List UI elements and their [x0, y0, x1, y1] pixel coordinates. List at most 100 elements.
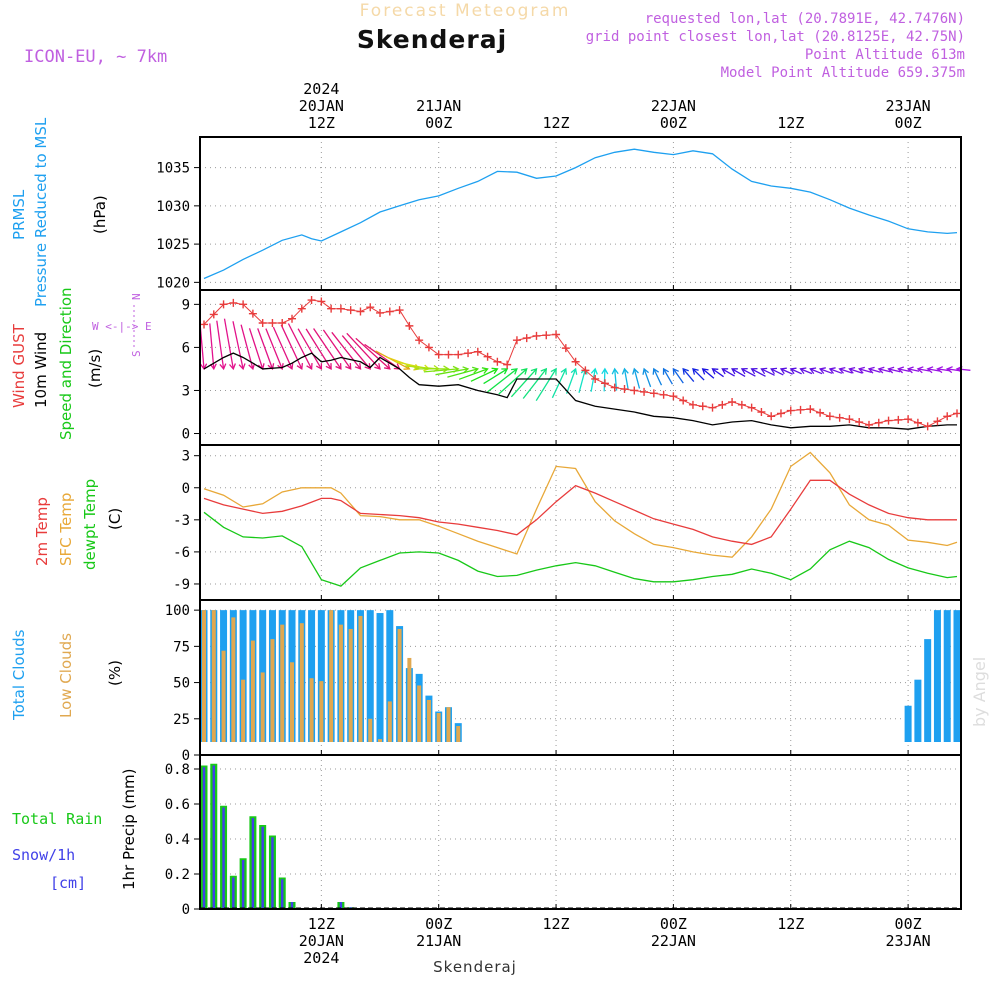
y-tick-label: 0.8 — [165, 762, 190, 778]
gust-marker — [229, 298, 238, 307]
wind-arrow — [701, 368, 715, 379]
gust-marker — [395, 306, 404, 315]
gust-marker — [610, 383, 619, 392]
gust-marker — [933, 417, 942, 426]
model-altitude: Model Point Altitude 659.375m — [721, 65, 965, 81]
low-cloud-bar — [299, 623, 304, 742]
time-label-bottom: 12Z — [308, 915, 335, 933]
low-cloud-bar — [387, 701, 392, 742]
low-cloud-bar — [241, 679, 246, 742]
model-name: ICON-EU, ~ 7km — [24, 47, 167, 67]
gust-marker — [640, 387, 649, 396]
y-tick-label: 9 — [182, 297, 190, 313]
wind-arrow — [662, 367, 673, 385]
gust-marker — [855, 418, 864, 427]
time-label-top: 21JAN — [416, 97, 461, 115]
gust-marker — [767, 412, 776, 421]
precip-label-snow: Snow/1h — [12, 846, 75, 864]
snow-bar — [261, 826, 264, 909]
y-tick-label: -6 — [173, 545, 190, 561]
gust-marker — [816, 408, 825, 417]
temp-label-dewpt: dewpt Temp — [81, 479, 99, 570]
gust-marker — [747, 403, 756, 412]
total-cloud-bar — [376, 613, 384, 742]
wind-arrow — [535, 367, 557, 402]
footer-location: Skenderaj — [433, 958, 517, 976]
wind-units: (m/s) — [86, 349, 104, 388]
panel-frame — [199, 289, 962, 446]
low-cloud-bar — [290, 662, 295, 742]
wind-arrow — [906, 366, 920, 374]
gust-marker — [561, 344, 570, 353]
total-cloud-bar — [943, 610, 951, 742]
gust-marker — [327, 304, 336, 313]
low-cloud-bar — [348, 628, 353, 742]
time-label-top: 00Z — [895, 114, 922, 132]
wind-arrow — [682, 367, 695, 383]
wind-arrow — [750, 367, 766, 377]
gust-marker — [874, 418, 883, 427]
gust-marker — [552, 330, 561, 339]
gust-marker — [600, 379, 609, 388]
gust-marker — [649, 389, 658, 398]
gust-marker — [356, 307, 365, 316]
gust-marker — [434, 350, 443, 359]
total-cloud-bar — [904, 705, 912, 742]
wind-arrow — [470, 367, 499, 382]
gust-marker — [532, 331, 541, 340]
y-tick-label: 1025 — [156, 237, 190, 253]
time-label-bottom: 23JAN — [886, 932, 931, 950]
gust-marker — [708, 403, 717, 412]
gust-marker — [376, 308, 385, 317]
y-tick-label: 1035 — [156, 161, 190, 177]
low-cloud-bar — [329, 610, 334, 742]
wind-arrow — [486, 368, 518, 393]
gust-marker — [473, 347, 482, 356]
gust-marker — [835, 413, 844, 422]
wind-10m-line — [203, 352, 957, 430]
y-tick-label: -9 — [173, 577, 190, 593]
total-cloud-bar — [924, 639, 932, 742]
y-tick-label: 25 — [173, 712, 190, 728]
gust-marker — [200, 320, 208, 329]
low-cloud-bar — [309, 678, 314, 742]
y-tick-label: 0 — [182, 902, 190, 918]
gust-marker — [757, 407, 766, 416]
gust-marker — [571, 357, 580, 366]
wind-arrow — [779, 367, 793, 375]
pressure-line — [203, 148, 958, 280]
snow-bar — [202, 767, 206, 909]
wind-arrow — [711, 368, 724, 378]
y-tick-label: 0.4 — [165, 832, 190, 848]
cloud-label-total: Total Clouds — [10, 629, 28, 721]
gust-marker — [424, 343, 433, 352]
gust-marker — [630, 386, 639, 395]
snow-bar — [222, 807, 225, 909]
gust-marker — [659, 390, 668, 399]
gust-marker — [776, 409, 785, 418]
total-cloud-bar — [914, 679, 922, 742]
gust-marker — [268, 319, 277, 328]
gust-marker — [493, 357, 502, 366]
wind-label-gust: Wind GUST — [10, 323, 28, 408]
gust-marker — [385, 307, 394, 316]
low-cloud-bar — [358, 615, 363, 742]
low-cloud-bar — [270, 639, 275, 742]
y-tick-label: 100 — [165, 603, 190, 619]
panel-frame — [199, 444, 962, 601]
wind-arrow — [297, 328, 323, 370]
gust-marker — [845, 415, 854, 424]
snow-bar — [232, 877, 235, 909]
time-label-bottom: 00Z — [660, 915, 687, 933]
gust-marker — [366, 303, 375, 312]
wind-arrow — [652, 367, 663, 386]
wind-arrow — [789, 367, 802, 375]
wind-arrow — [828, 367, 843, 374]
time-label-top: 20JAN — [299, 97, 344, 115]
gust-marker — [542, 331, 551, 340]
gust-marker — [307, 296, 316, 305]
time-label-top: 2024 — [303, 80, 339, 98]
wind-label-10m: 10m Wind — [32, 332, 50, 408]
gust-marker — [884, 416, 893, 425]
wind-arrow — [770, 367, 784, 376]
